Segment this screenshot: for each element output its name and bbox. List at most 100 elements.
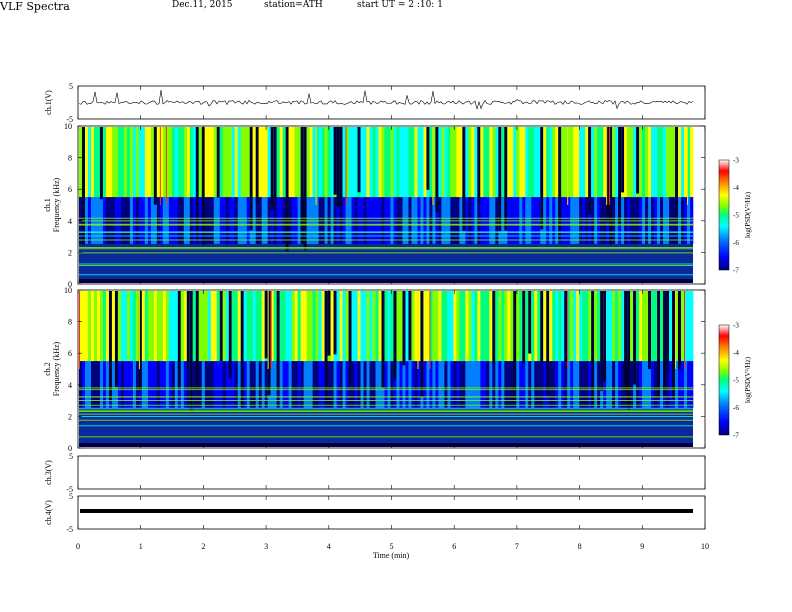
spectrogram-column-upper [375, 127, 379, 198]
spectrogram-column-upper [129, 127, 134, 198]
spectrogram-column-mid [297, 361, 301, 408]
spectrogram-column-upper [411, 291, 415, 362]
spectrogram-column-mid [516, 361, 520, 408]
spectrogram-line [79, 413, 693, 415]
spectrogram-column-upper [282, 127, 286, 198]
spectrogram-column-upper [444, 291, 448, 362]
spectrogram-column-upper [129, 291, 134, 362]
spectrogram-column-upper [483, 291, 487, 362]
axis-ticks [77, 86, 706, 529]
spectrogram-streak [201, 127, 205, 245]
spectrogram-column-upper [231, 291, 236, 362]
spectrogram-streak [300, 127, 304, 243]
spectrogram-streak [285, 127, 289, 252]
spectrogram-column-mid [321, 361, 325, 408]
spectrogram-column-mid [684, 361, 688, 408]
spectrogram-burst [609, 127, 611, 205]
spectrogram-column-upper [120, 127, 125, 198]
spectrogram-column-upper [279, 127, 283, 198]
spectrogram-column-upper [336, 291, 340, 362]
spectrogram-column-upper [453, 127, 457, 198]
spectrogram-streak [420, 291, 424, 398]
spectrogram-column-mid [414, 361, 418, 408]
spectrogram-column-upper [576, 291, 580, 362]
spectrogram-streak [138, 291, 142, 392]
spectrogram-column-upper [219, 127, 224, 198]
spectrogram-column-upper [87, 291, 92, 362]
spectrogram-column-upper [294, 127, 298, 198]
spectrogram-column-upper [126, 127, 131, 198]
spectrogram-column-upper [285, 291, 289, 362]
spectrogram-column-upper [108, 127, 113, 198]
y-axis-label: ch.1(V) [44, 90, 53, 115]
spectrogram-column-mid [507, 361, 511, 408]
spectrogram-column-upper [450, 291, 454, 362]
spectrogram-column-mid [678, 361, 682, 408]
spectrogram-column-upper [594, 291, 598, 362]
spectrogram-burst [567, 127, 569, 205]
spectrogram-column-mid [159, 361, 164, 408]
spectrogram-column-mid [204, 361, 209, 408]
spectrogram-column-upper [402, 127, 406, 198]
spectrogram-column-mid [435, 361, 439, 408]
spectrogram-column-upper [570, 127, 574, 198]
spectrogram-column-upper [531, 127, 535, 198]
y-tick-label: 0 [68, 444, 72, 453]
spectrogram-column-upper [552, 127, 556, 198]
spectrogram-column-upper [447, 127, 451, 198]
spectrogram-streak [522, 291, 526, 364]
spectrogram-column-upper [351, 127, 355, 198]
spectrogram-column-upper [660, 291, 664, 362]
spectrogram-streak [435, 127, 439, 212]
spectrogram-column-upper [603, 127, 607, 198]
spectrogram-column-upper [495, 127, 499, 198]
spectrogram-column-mid [426, 361, 430, 408]
spectrogram-column-mid [372, 361, 376, 408]
spectrogram-column-upper [642, 127, 646, 198]
spectrogram-streak [657, 291, 661, 399]
spectrogram-column-upper [189, 127, 194, 198]
spectrogram-column-upper [225, 127, 230, 198]
spectrogram-column-upper [396, 127, 400, 198]
y-tick-label: 4 [68, 217, 72, 226]
spectrogram-column-mid [135, 361, 140, 408]
spectrogram-column-upper [84, 291, 89, 362]
spectrogram-burst [429, 291, 431, 369]
spectrogram-column-upper [501, 291, 505, 362]
spectrogram-column-upper [537, 291, 541, 362]
spectrogram-column-mid [654, 361, 658, 408]
spectrogram-column-mid [570, 361, 574, 408]
spectrogram-column-mid [441, 361, 445, 408]
spectrogram-column-mid [342, 361, 346, 408]
spectrogram-column-mid [417, 361, 421, 408]
spectrogram-column-mid [588, 361, 592, 408]
spectrogram-column-upper [168, 127, 173, 198]
spectrogram-column-mid [144, 361, 149, 408]
spectrogram-column-mid [258, 361, 263, 408]
spectrogram-column-mid [378, 361, 382, 408]
spectrogram-burst [79, 291, 80, 369]
spectrogram-line [79, 248, 693, 250]
spectrogram-burst [345, 127, 347, 205]
spectrogram-column-upper [366, 291, 370, 362]
spectrogram-column-upper [429, 291, 433, 362]
y-axis-channel-label: ch.2 [43, 362, 52, 376]
spectrogram-column-upper [213, 291, 218, 362]
spectrogram-streak [621, 127, 625, 193]
spectrogram-column-upper [381, 127, 385, 198]
spectrogram-line [79, 400, 693, 401]
ch1-waveform-panel [77, 85, 706, 120]
spectrogram-column-mid [231, 361, 236, 408]
spectrogram-column-upper [318, 291, 322, 362]
spectrogram-column-upper [555, 127, 559, 198]
spectrogram-column-upper [417, 127, 421, 198]
spectrogram-column-mid [327, 361, 331, 408]
spectrogram-streak [216, 127, 220, 198]
spectrogram-column-upper [156, 291, 161, 362]
spectrogram-line [79, 436, 693, 438]
spectrogram-streak [264, 291, 268, 359]
spectrogram-column-upper [387, 291, 391, 362]
y-tick-label: -5 [66, 525, 73, 534]
spectrogram-column-upper [516, 127, 520, 198]
